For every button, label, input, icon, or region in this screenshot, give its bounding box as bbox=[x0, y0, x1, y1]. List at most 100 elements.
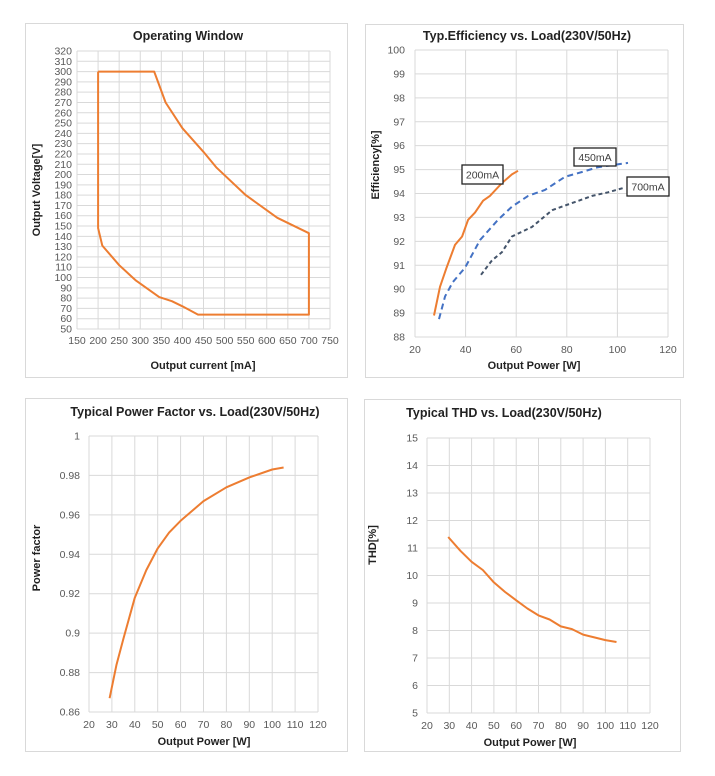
x-tick-label: 60 bbox=[175, 719, 187, 731]
x-tick-label: 550 bbox=[237, 335, 255, 347]
power-factor-panel bbox=[25, 398, 348, 752]
chart-title: Typical Power Factor vs. Load(230V/50Hz) bbox=[70, 405, 319, 419]
y-tick-label: 320 bbox=[54, 46, 72, 58]
y-tick-label: 90 bbox=[60, 282, 72, 294]
chart-title: Operating Window bbox=[133, 29, 244, 43]
y-tick-label: 14 bbox=[406, 460, 418, 472]
efficiency-panel bbox=[365, 24, 684, 378]
y-tick-label: 100 bbox=[387, 45, 405, 57]
y-tick-label: 140 bbox=[54, 231, 72, 243]
y-tick-label: 270 bbox=[54, 97, 72, 109]
y-tick-label: 94 bbox=[393, 188, 405, 200]
x-tick-label: 50 bbox=[488, 720, 500, 732]
label-text: 450mA bbox=[578, 152, 611, 164]
x-tick-label: 90 bbox=[243, 719, 255, 731]
operating-window-chart: Operating Window Output current [mA] Out… bbox=[31, 29, 339, 372]
y-tick-label: 290 bbox=[54, 76, 72, 88]
x-axis-label: Output Power [W] bbox=[484, 737, 577, 749]
y-tick-label: 60 bbox=[60, 313, 72, 325]
x-tick-label: 120 bbox=[641, 720, 659, 732]
x-tick-label: 80 bbox=[221, 719, 233, 731]
y-tick-label: 100 bbox=[54, 272, 72, 284]
series-label-200ma: 200mA bbox=[461, 164, 504, 185]
y-tick-label: 280 bbox=[54, 87, 72, 99]
y-tick-label: 200 bbox=[54, 169, 72, 181]
y-tick-label: 110 bbox=[55, 262, 72, 274]
label-box bbox=[461, 164, 504, 185]
y-tick-label: 0.88 bbox=[60, 667, 81, 679]
y-tick-label: 88 bbox=[393, 332, 405, 344]
series-label-700ma: 700mA bbox=[626, 176, 670, 197]
y-tick-label: 99 bbox=[393, 68, 405, 80]
thd-chart: Typical THD vs. Load(230V/50Hz) Output P… bbox=[367, 406, 659, 749]
series-line-window bbox=[97, 70, 310, 316]
y-tick-label: 8 bbox=[412, 625, 418, 637]
y-tick-label: 98 bbox=[393, 92, 405, 104]
x-tick-label: 600 bbox=[258, 335, 276, 347]
y-tick-label: 120 bbox=[54, 251, 72, 263]
y-tick-label: 1 bbox=[74, 431, 80, 443]
series-line-200ma bbox=[433, 169, 519, 316]
series-line-thd bbox=[447, 536, 617, 643]
grid bbox=[426, 437, 651, 714]
y-tick-label: 5 bbox=[412, 708, 418, 720]
y-tick-label: 310 bbox=[54, 56, 72, 68]
label-text: 200mA bbox=[466, 170, 499, 182]
y-axis-label: THD[%] bbox=[367, 525, 379, 565]
y-tick-label: 250 bbox=[54, 118, 72, 130]
x-tick-label: 150 bbox=[68, 335, 86, 347]
y-axis-label: Power factor bbox=[31, 524, 43, 591]
y-tick-label: 6 bbox=[412, 680, 418, 692]
y-tick-label: 92 bbox=[393, 236, 405, 248]
y-tick-label: 160 bbox=[54, 210, 72, 222]
y-tick-label: 70 bbox=[60, 303, 72, 315]
y-axis-label: Efficiency[%] bbox=[370, 130, 382, 199]
y-tick-label: 97 bbox=[393, 116, 405, 128]
x-tick-label: 60 bbox=[510, 344, 522, 356]
x-tick-label: 40 bbox=[460, 344, 472, 356]
series-line-700ma bbox=[480, 186, 626, 276]
y-tick-label: 13 bbox=[406, 488, 418, 500]
power-factor-chart: Typical Power Factor vs. Load(230V/50Hz)… bbox=[31, 405, 327, 748]
x-tick-label: 400 bbox=[174, 335, 192, 347]
x-axis-label: Output Power [W] bbox=[158, 736, 251, 748]
x-tick-label: 750 bbox=[321, 335, 339, 347]
label-text: 700mA bbox=[631, 182, 664, 194]
y-tick-label: 10 bbox=[406, 570, 418, 582]
x-tick-label: 60 bbox=[510, 720, 522, 732]
y-tick-label: 0.9 bbox=[65, 628, 80, 640]
y-tick-label: 11 bbox=[407, 543, 418, 555]
label-box bbox=[626, 176, 670, 197]
y-tick-label: 89 bbox=[393, 308, 405, 320]
x-tick-label: 110 bbox=[287, 719, 304, 731]
y-tick-label: 300 bbox=[54, 66, 72, 78]
x-tick-label: 70 bbox=[198, 719, 210, 731]
x-tick-label: 20 bbox=[409, 344, 421, 356]
x-tick-label: 50 bbox=[152, 719, 164, 731]
x-tick-label: 30 bbox=[106, 719, 118, 731]
y-tick-label: 190 bbox=[54, 179, 72, 191]
y-tick-label: 240 bbox=[54, 128, 72, 140]
x-tick-label: 90 bbox=[577, 720, 589, 732]
x-tick-label: 20 bbox=[83, 719, 95, 731]
y-tick-label: 7 bbox=[412, 653, 418, 665]
y-tick-label: 0.86 bbox=[60, 707, 81, 719]
series-label-450ma: 450mA bbox=[573, 147, 617, 167]
x-tick-label: 300 bbox=[131, 335, 149, 347]
y-tick-label: 91 bbox=[393, 260, 405, 272]
x-tick-label: 20 bbox=[421, 720, 433, 732]
y-tick-label: 9 bbox=[412, 598, 418, 610]
series-line-pf bbox=[108, 466, 284, 699]
chart-title: Typical THD vs. Load(230V/50Hz) bbox=[406, 406, 602, 420]
x-tick-label: 100 bbox=[609, 344, 627, 356]
y-tick-label: 50 bbox=[60, 324, 72, 336]
y-tick-label: 93 bbox=[393, 212, 405, 224]
chart-title: Typ.Efficiency vs. Load(230V/50Hz) bbox=[423, 29, 631, 43]
y-tick-label: 260 bbox=[54, 107, 72, 119]
y-tick-label: 130 bbox=[54, 241, 72, 253]
y-tick-label: 210 bbox=[54, 159, 72, 171]
x-axis-label: Output current [mA] bbox=[150, 360, 255, 372]
x-tick-label: 650 bbox=[279, 335, 297, 347]
x-tick-label: 40 bbox=[466, 720, 478, 732]
x-tick-label: 120 bbox=[309, 719, 327, 731]
